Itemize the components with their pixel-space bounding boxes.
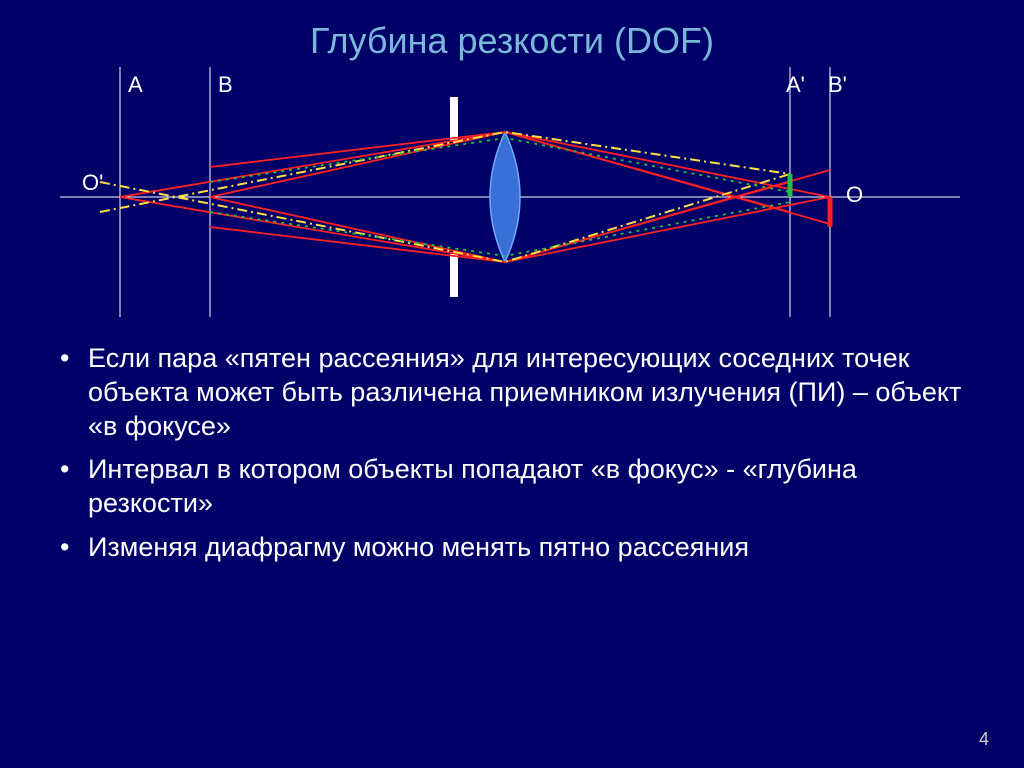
diagram-label: B' bbox=[828, 72, 847, 98]
slide-title: Глубина резкости (DOF) bbox=[0, 0, 1024, 62]
bullet-item: Интервал в котором объекты попадают «в ф… bbox=[60, 453, 984, 521]
page-number: 4 bbox=[979, 729, 989, 750]
diagram-label: B bbox=[218, 72, 233, 98]
bullet-list: Если пара «пятен рассеяния» для интересу… bbox=[0, 332, 1024, 565]
diagram-label: O bbox=[846, 182, 863, 208]
optics-diagram: A B A' B' O' O bbox=[0, 62, 1024, 332]
bullet-item: Изменяя диафрагму можно менять пятно рас… bbox=[60, 531, 984, 565]
diagram-label: O' bbox=[82, 170, 103, 196]
bullet-item: Если пара «пятен рассеяния» для интересу… bbox=[60, 342, 984, 443]
diagram-label: A bbox=[128, 72, 143, 98]
diagram-label: A' bbox=[786, 72, 805, 98]
